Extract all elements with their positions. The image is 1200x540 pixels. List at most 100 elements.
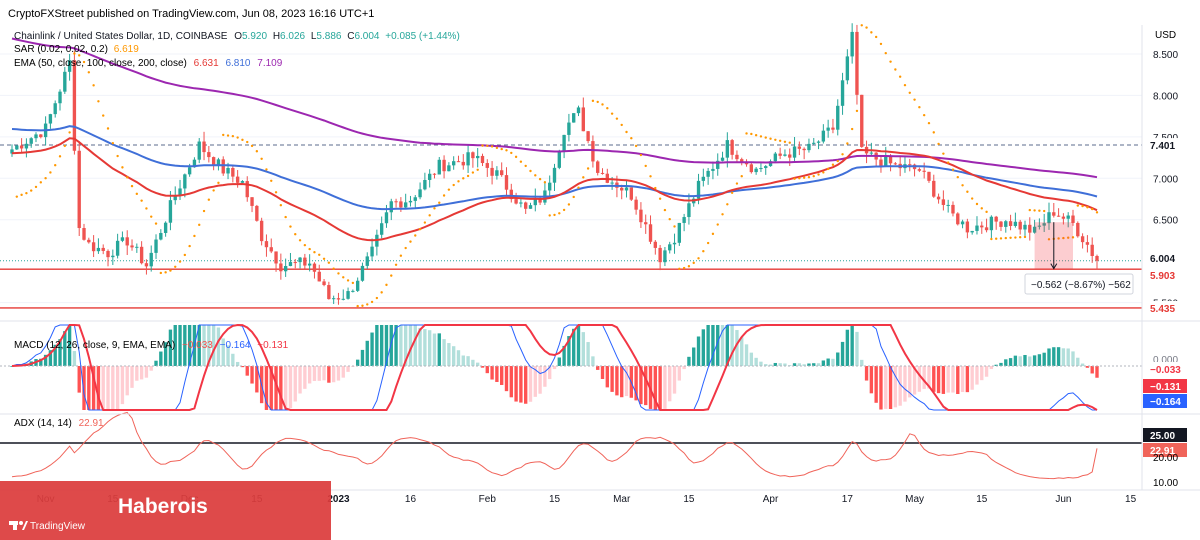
candle <box>452 161 456 166</box>
sar-dot <box>807 176 811 179</box>
candle <box>792 146 797 158</box>
sar-dot <box>538 177 542 181</box>
sar-dot <box>486 144 489 148</box>
macd-hist-bar <box>524 366 528 404</box>
candle <box>586 131 590 142</box>
sar-dot <box>294 233 297 236</box>
sar-dot <box>577 186 580 189</box>
candle <box>389 201 393 213</box>
macd-hist-bar <box>456 350 461 366</box>
sar-dot <box>159 271 163 275</box>
sar-dot <box>49 171 52 174</box>
candle <box>312 263 317 272</box>
candle <box>423 179 427 190</box>
macd-hist-bar <box>893 366 898 408</box>
candle <box>1013 221 1018 226</box>
watermark-banner <box>0 481 331 540</box>
macd-hist-bar <box>663 366 667 409</box>
sar-dot <box>270 179 273 182</box>
sar-dot <box>63 144 67 148</box>
macd-hist-bar <box>836 352 840 366</box>
sar-dot <box>630 137 633 140</box>
sar-dot <box>591 99 595 103</box>
macd-hist-bar <box>1061 348 1066 366</box>
price-axis[interactable]: USD8.5008.0007.5007.0006.5005.5007.4016.… <box>0 25 1200 490</box>
sar-dot <box>692 261 695 265</box>
candle <box>10 149 14 154</box>
symbol-legend[interactable]: Chainlink / United States Dollar, 1D, CO… <box>14 31 460 42</box>
sar-legend[interactable]: SAR (0.02, 0.02, 0.2) 6.619 <box>14 44 139 55</box>
sar-dot <box>438 201 441 204</box>
sar-dot <box>423 221 427 224</box>
macd-hist-bar <box>975 366 979 385</box>
candle <box>231 168 235 177</box>
macd-hist-bar <box>365 340 369 366</box>
adx-pane[interactable] <box>0 411 1142 480</box>
candle <box>812 142 816 144</box>
sar-dot <box>514 155 518 159</box>
candle <box>418 189 422 198</box>
macd-hist-bar <box>1066 348 1070 366</box>
macd-legend[interactable]: MACD (12, 26, close, 9, EMA, EMA) −0.033… <box>14 340 289 351</box>
label-support-2: 5.435 <box>1150 304 1175 315</box>
ema-legend[interactable]: EMA (50, close, 100, close, 200, close) … <box>14 58 283 69</box>
macd-hist-bar <box>408 325 413 366</box>
candle <box>1056 215 1061 217</box>
macd-hist-bar <box>764 364 768 366</box>
candle <box>58 91 62 104</box>
candle <box>639 209 643 223</box>
candle <box>216 159 221 166</box>
candle <box>178 188 182 196</box>
macd-hist-bar <box>360 349 365 366</box>
sar-dot <box>740 174 743 178</box>
sar-dot <box>130 184 134 188</box>
candle <box>759 168 763 170</box>
macd-hist-bar <box>687 356 691 366</box>
sar-dot <box>356 304 359 308</box>
macd-hist-bar <box>965 366 970 393</box>
sar-dot <box>462 177 465 180</box>
macd-hist-bar <box>427 330 432 366</box>
candle <box>485 163 489 168</box>
candle <box>644 222 648 225</box>
candle <box>355 280 360 291</box>
macd-hist-bar <box>610 366 614 392</box>
sar-dot <box>442 194 446 197</box>
price-tick: 8.500 <box>1153 50 1178 61</box>
candle <box>341 298 345 300</box>
macd-hist-bar <box>634 366 638 401</box>
candle <box>149 252 153 267</box>
sar-dot <box>990 237 993 241</box>
candle <box>365 256 369 266</box>
label-support-2-bg <box>1143 300 1187 315</box>
macd-hist-bar <box>394 325 398 366</box>
candle <box>279 263 283 272</box>
candle <box>764 166 768 169</box>
price-pane[interactable]: −0.562 (−8.67%) −562 <box>0 23 1142 309</box>
macd-hist-bar <box>82 366 86 410</box>
sar-dot <box>154 222 158 225</box>
candle <box>471 152 475 159</box>
sar-dot <box>543 181 547 184</box>
candle <box>840 80 845 106</box>
macd-hist-bar <box>67 325 72 366</box>
macd-hist-bar <box>596 366 600 370</box>
sar-dot <box>58 155 62 158</box>
macd-hist-bar <box>980 366 984 381</box>
macd-pane[interactable] <box>0 323 1142 411</box>
candle <box>447 165 451 172</box>
sar-dot <box>212 189 215 192</box>
sar-dot <box>615 117 619 120</box>
candle <box>183 174 187 189</box>
candle <box>538 198 542 203</box>
candle <box>144 263 149 267</box>
sar-dot <box>298 239 302 242</box>
macd-hist-bar <box>63 331 67 366</box>
candle <box>1018 221 1022 230</box>
macd-hist-bar <box>744 344 749 366</box>
macd-hist-bar <box>125 366 129 396</box>
adx-legend[interactable]: ADX (14, 14) 22.91 <box>14 418 104 429</box>
macd-hist-bar <box>1037 354 1042 366</box>
sar-dot <box>1062 236 1065 240</box>
